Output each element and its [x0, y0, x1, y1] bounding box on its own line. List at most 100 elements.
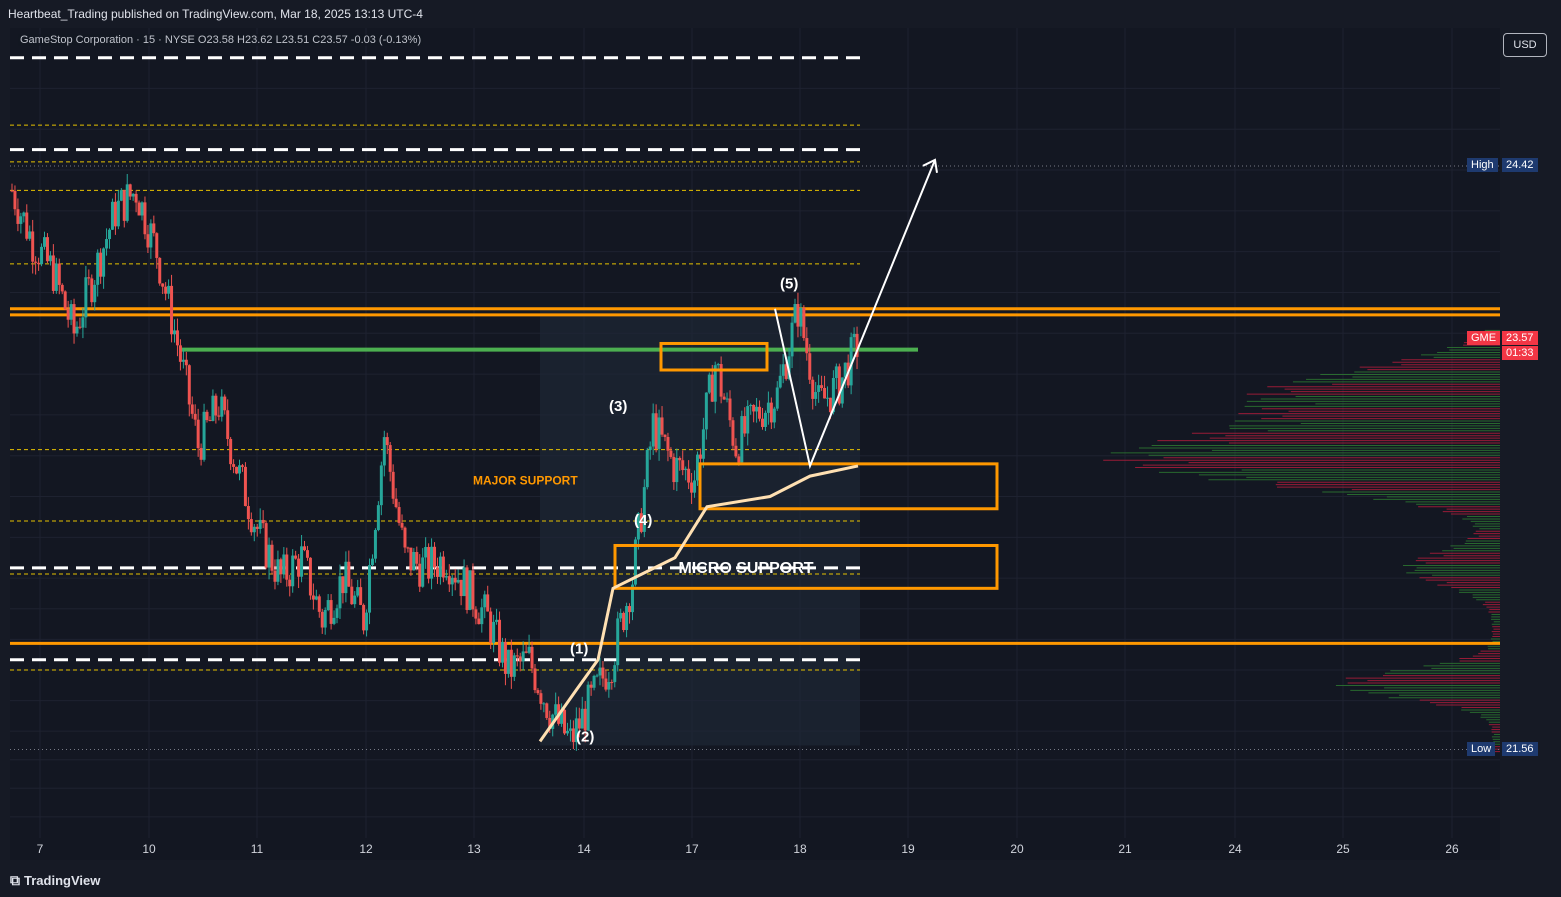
candle-body: [823, 388, 827, 399]
candle-body: [264, 523, 268, 568]
candle-body: [418, 563, 422, 587]
candle-body: [817, 385, 821, 392]
x-axis: 7 10 11 12 13 14 17 18 19 20 21 24 25 26: [37, 842, 1459, 856]
candle-body: [149, 223, 153, 248]
candle-body: [51, 255, 55, 291]
candle-body: [527, 646, 531, 653]
candle-body: [781, 364, 785, 376]
candle-body: [633, 539, 637, 585]
last-price-tag: 23.57: [1502, 331, 1538, 346]
candle-body: [678, 457, 682, 461]
candle-body: [722, 396, 726, 400]
candle-body: [498, 619, 502, 663]
candle-body: [338, 576, 342, 609]
candle-body: [769, 402, 773, 423]
candle-body: [719, 364, 723, 397]
currency-button[interactable]: USD: [1503, 33, 1547, 57]
candle-body: [740, 416, 744, 463]
x-tick-label: 25: [1336, 842, 1350, 856]
candle-body: [675, 457, 679, 483]
candle-body: [119, 190, 123, 201]
x-tick-label: 7: [37, 842, 44, 856]
candle-body: [545, 703, 549, 718]
candle-body: [329, 600, 333, 624]
candle-body: [698, 454, 702, 459]
candle-body: [808, 353, 812, 380]
candle-body: [430, 546, 434, 579]
extreme-label-tag: High: [1467, 157, 1498, 172]
candle-body: [93, 284, 97, 303]
candle-body: [385, 437, 389, 446]
candle-body: [406, 547, 410, 549]
support-zone-box: [698, 462, 999, 511]
candle-body: [831, 377, 835, 413]
candle-body: [701, 429, 705, 459]
major-support-label: MAJOR SUPPORT: [473, 473, 578, 487]
candle-body: [828, 397, 832, 413]
candle-body: [184, 359, 188, 366]
candle-body: [54, 263, 58, 291]
tradingview-logo[interactable]: ⧉ TradingView: [10, 872, 100, 889]
candle-body: [303, 546, 307, 551]
candle-body: [796, 304, 800, 327]
candle-body: [40, 246, 44, 265]
candle-body: [96, 252, 100, 285]
x-tick-label: 21: [1118, 842, 1132, 856]
candle-body: [57, 263, 61, 285]
candle-body: [238, 465, 242, 474]
candle-body: [90, 278, 94, 303]
candle-body: [766, 402, 770, 413]
candle-body: [734, 445, 738, 457]
candle-body: [347, 561, 351, 587]
candle-body: [356, 587, 360, 596]
candle-body: [441, 556, 445, 578]
x-tick-label: 13: [467, 842, 481, 856]
candle-body: [560, 709, 564, 724]
candle-body: [707, 374, 711, 393]
candle-body: [500, 642, 504, 663]
candle-body: [365, 612, 369, 631]
candle-body: [619, 612, 623, 619]
candle-body: [300, 546, 304, 577]
candle-body: [199, 448, 203, 460]
candle-body: [681, 460, 685, 471]
candle-body: [666, 436, 670, 451]
candle-body: [403, 527, 407, 548]
wave-label: (5): [780, 275, 798, 292]
candle-body: [746, 406, 750, 434]
candle-body: [805, 338, 809, 354]
candle-body: [577, 718, 581, 729]
candle-body: [72, 304, 76, 334]
candle-body: [492, 621, 496, 643]
chart-svg[interactable]: MICRO SUPPORT MAJOR SUPPORT (1) (2) (3) (4) (…: [10, 28, 1500, 860]
candle-body: [506, 649, 510, 674]
candle-body: [359, 587, 363, 605]
candle-body: [542, 703, 546, 705]
candle-body: [158, 257, 162, 284]
candle-body: [48, 255, 52, 262]
candle-body: [725, 398, 729, 400]
candle-body: [276, 559, 280, 582]
candle-body: [382, 437, 386, 466]
candle-body: [533, 668, 537, 691]
candle-body: [616, 618, 620, 666]
candle-body: [427, 547, 431, 579]
candle-body: [161, 283, 165, 287]
candle-body: [279, 559, 283, 575]
candle-body: [43, 237, 47, 247]
candle-body: [583, 708, 587, 731]
candle-body: [308, 557, 312, 596]
candle-body: [435, 567, 439, 577]
candle-body: [495, 619, 499, 622]
candle-body: [778, 375, 782, 388]
candle-body: [536, 690, 540, 694]
candle-body: [394, 498, 398, 508]
chart-area[interactable]: MICRO SUPPORT MAJOR SUPPORT (1) (2) (3) (4) (…: [10, 28, 1500, 860]
candle-body: [175, 330, 179, 346]
candle-body: [843, 362, 847, 378]
candle-body: [297, 558, 301, 577]
candle-body: [178, 345, 182, 362]
candle-body: [849, 337, 853, 386]
candle-body: [294, 555, 298, 559]
candle-body: [311, 595, 315, 600]
